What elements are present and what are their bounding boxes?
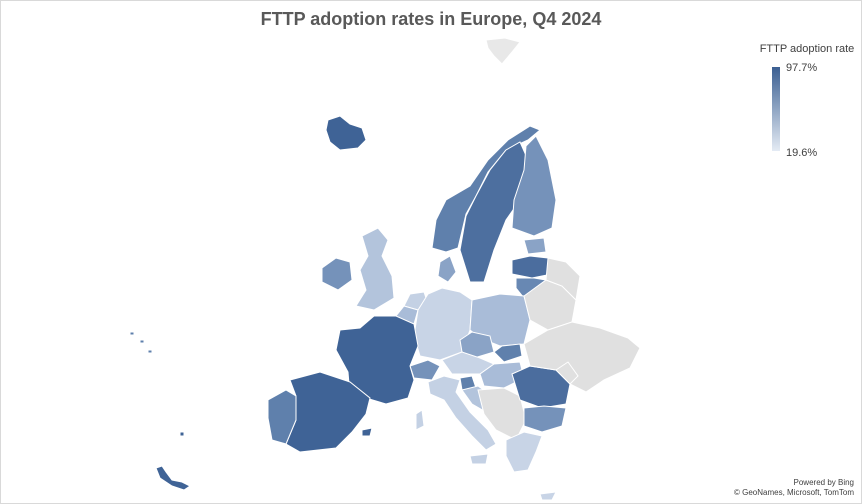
region-slovakia [493, 343, 523, 363]
map-title: FTTP adoption rates in Europe, Q4 2024 [260, 9, 602, 29]
region-denmark [437, 255, 457, 283]
region-azores [129, 331, 153, 354]
region-moldova [555, 361, 579, 385]
region-bulgaria [523, 405, 567, 433]
region-cyprus [539, 491, 557, 501]
legend-max-label: 97.7% [786, 62, 818, 74]
legend-color-scale [772, 67, 780, 151]
map-credits: Powered by Bing © GeoNames, Microsoft, T… [734, 478, 854, 498]
region-portugal [267, 389, 297, 445]
region-switzerland [409, 359, 441, 381]
region-france [335, 315, 419, 405]
legend-min-label: 19.6% [786, 147, 818, 159]
region-italy [427, 375, 497, 451]
region-balearics [361, 427, 373, 437]
region-greece [505, 431, 543, 473]
credits-sources: © GeoNames, Microsoft, TomTom [734, 488, 854, 497]
region-svalbard [485, 37, 521, 65]
region-estonia [523, 237, 547, 255]
region-canary-islands [155, 465, 191, 491]
region-sicily [469, 453, 489, 465]
region-norway [431, 125, 541, 253]
region-balkans [477, 387, 527, 441]
region-russia [545, 257, 581, 302]
credits-powered-by: Powered by Bing [793, 478, 854, 487]
region-uk [355, 227, 395, 311]
region-ireland [321, 257, 353, 291]
region-iceland [325, 115, 367, 151]
region-madeira [179, 431, 185, 437]
legend-title: FTTP adoption rate [759, 43, 855, 55]
region-sardinia [415, 409, 425, 431]
region-finland [511, 135, 557, 237]
